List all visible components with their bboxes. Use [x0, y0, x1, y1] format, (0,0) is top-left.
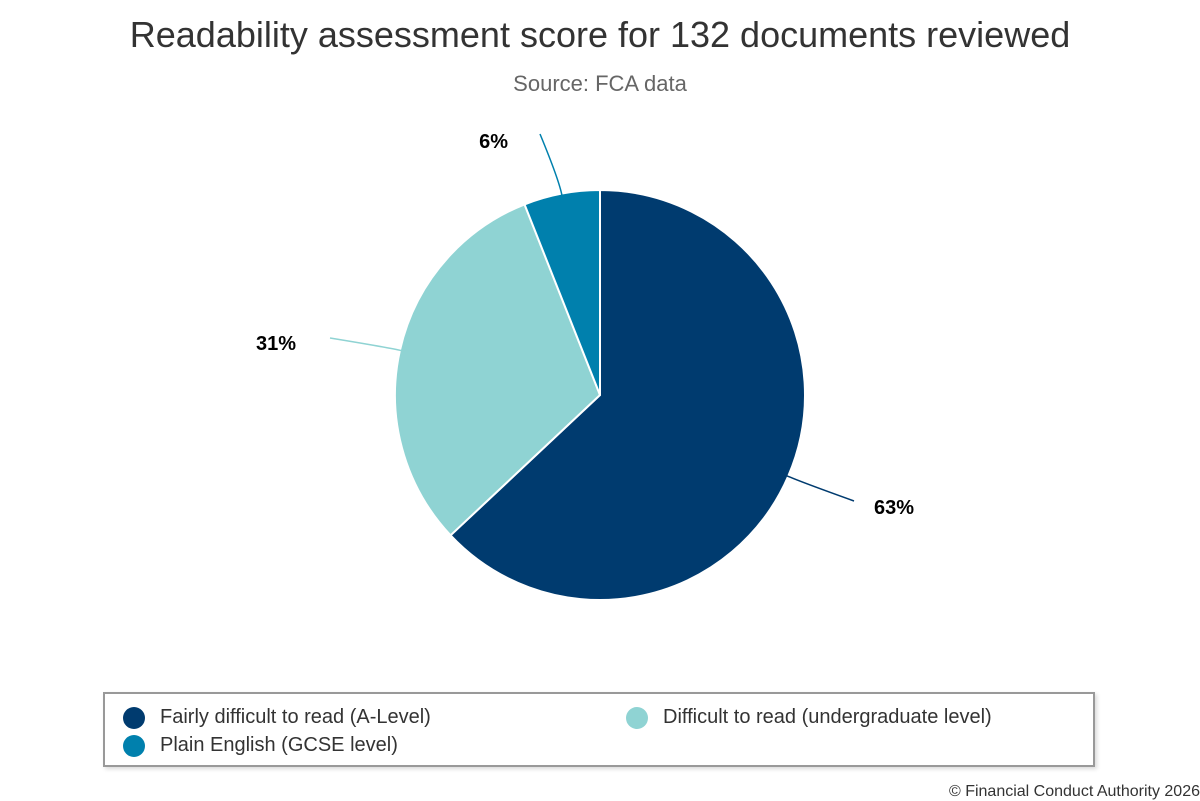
data-label-difficult: 31% [256, 333, 296, 355]
label-connectors [329, 133, 855, 502]
data-label-fairly-difficult: 63% [874, 497, 914, 519]
data-label-plain-english: 6% [479, 131, 508, 153]
legend-marker-plain-english [123, 734, 145, 757]
legend-item-difficult[interactable]: Difficult to read (undergraduate level) [626, 706, 992, 729]
legend-label-plain-english: Plain English (GCSE level) [160, 734, 398, 756]
legend-item-fairly-difficult[interactable]: Fairly difficult to read (A-Level) [123, 706, 431, 729]
connector-plain-english [539, 133, 563, 196]
legend-label-difficult: Difficult to read (undergraduate level) [663, 706, 992, 728]
pie-slices [394, 189, 806, 601]
data-labels: 63% 31% 6% [256, 131, 914, 519]
connector-fairly-difficult [786, 474, 855, 502]
chart-subtitle: Source: FCA data [513, 71, 687, 96]
legend-item-plain-english[interactable]: Plain English (GCSE level) [123, 734, 398, 757]
connector-difficult [329, 337, 403, 352]
legend-marker-difficult [626, 706, 648, 729]
credits-text[interactable]: © Financial Conduct Authority 2026 [948, 783, 1200, 800]
legend-label-fairly-difficult: Fairly difficult to read (A-Level) [160, 706, 431, 728]
chart-title: Readability assessment score for 132 doc… [129, 14, 1071, 55]
legend-marker-fairly-difficult [123, 706, 145, 729]
chart-legend: Fairly difficult to read (A-Level) Diffi… [103, 692, 1095, 767]
pie-chart: 63% 31% 6% [256, 131, 914, 601]
